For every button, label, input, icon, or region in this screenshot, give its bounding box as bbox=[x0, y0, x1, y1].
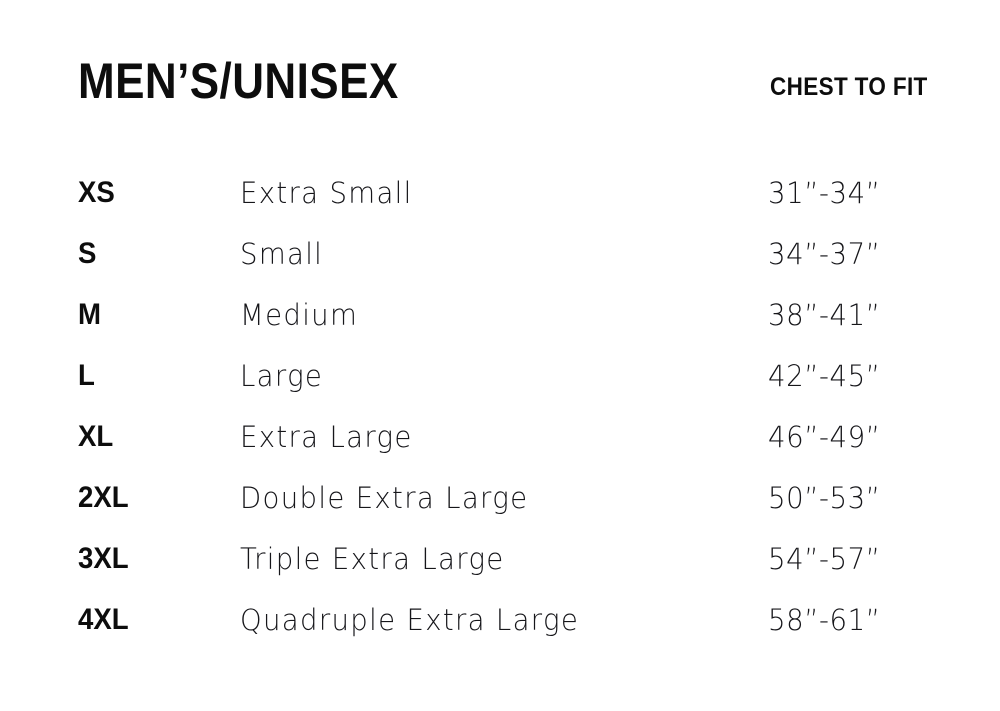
size-code: 3XL bbox=[78, 542, 129, 575]
table-row: M Medium 38”-41” bbox=[0, 298, 1000, 359]
size-measurement: 34”-37” bbox=[768, 237, 881, 271]
table-row: 3XL Triple Extra Large 54”-57” bbox=[0, 542, 1000, 603]
size-name: Triple Extra Large bbox=[240, 542, 505, 576]
size-name: Extra Large bbox=[240, 420, 413, 454]
size-table: XS Extra Small 31”-34” S Small 34”-37” M… bbox=[0, 176, 1000, 664]
size-code: 4XL bbox=[78, 603, 129, 636]
size-name: Medium bbox=[240, 298, 359, 332]
size-code: M bbox=[78, 298, 101, 331]
table-row: 2XL Double Extra Large 50”-53” bbox=[0, 481, 1000, 542]
size-name: Double Extra Large bbox=[240, 481, 529, 515]
size-measurement: 58”-61” bbox=[768, 603, 881, 637]
size-name: Large bbox=[240, 359, 324, 393]
size-code: XL bbox=[78, 420, 114, 453]
size-name: Quadruple Extra Large bbox=[240, 603, 580, 637]
table-row: L Large 42”-45” bbox=[0, 359, 1000, 420]
page-title: MEN’S/UNISEX bbox=[78, 53, 399, 109]
size-measurement: 31”-34” bbox=[768, 176, 881, 210]
size-measurement: 50”-53” bbox=[768, 481, 881, 515]
size-code: 2XL bbox=[78, 481, 129, 514]
size-code: S bbox=[78, 237, 97, 270]
size-measurement: 54”-57” bbox=[768, 542, 881, 576]
size-measurement: 38”-41” bbox=[768, 298, 881, 332]
table-row: 4XL Quadruple Extra Large 58”-61” bbox=[0, 603, 1000, 664]
size-name: Small bbox=[240, 237, 324, 271]
size-code: L bbox=[78, 359, 95, 392]
column-header-chest-to-fit: CHEST TO FIT bbox=[770, 73, 928, 101]
table-row: XS Extra Small 31”-34” bbox=[0, 176, 1000, 237]
size-code: XS bbox=[78, 176, 115, 209]
table-row: XL Extra Large 46”-49” bbox=[0, 420, 1000, 481]
chart-header: MEN’S/UNISEX CHEST TO FIT bbox=[0, 56, 1000, 116]
size-measurement: 42”-45” bbox=[768, 359, 881, 393]
size-measurement: 46”-49” bbox=[768, 420, 881, 454]
table-row: S Small 34”-37” bbox=[0, 237, 1000, 298]
size-name: Extra Small bbox=[240, 176, 413, 210]
